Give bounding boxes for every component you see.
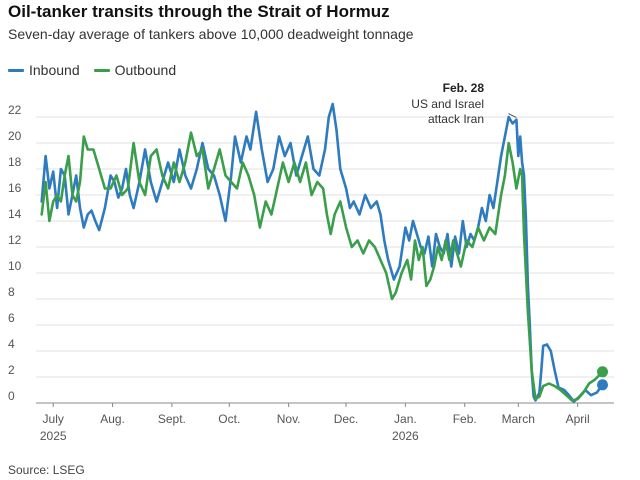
x-tick-label: Nov. bbox=[277, 412, 301, 426]
series-end-dot-inbound bbox=[597, 379, 609, 391]
series-line-outbound bbox=[40, 131, 604, 402]
legend-item-inbound: Inbound bbox=[8, 62, 80, 78]
chart-subtitle: Seven-day average of tankers above 10,00… bbox=[8, 26, 414, 42]
y-tick-label: 6 bbox=[8, 311, 15, 325]
x-tick-label: Aug. bbox=[100, 412, 125, 426]
legend-swatch-inbound bbox=[8, 68, 24, 72]
y-tick-label: 16 bbox=[8, 181, 22, 195]
legend-item-outbound: Outbound bbox=[93, 62, 177, 78]
y-tick-label: 10 bbox=[8, 259, 22, 273]
annotation-text: attack Iran bbox=[428, 112, 484, 126]
y-tick-label: 12 bbox=[8, 233, 22, 247]
x-tick-label: Dec. bbox=[334, 412, 359, 426]
legend: Inbound Outbound bbox=[8, 62, 176, 78]
x-tick-label: March bbox=[502, 412, 535, 426]
y-tick-label: 18 bbox=[8, 155, 22, 169]
chart-title: Oil-tanker transits through the Strait o… bbox=[8, 2, 390, 21]
y-tick-label: 20 bbox=[8, 129, 22, 143]
x-tick-label: Sept. bbox=[158, 412, 186, 426]
legend-swatch-outbound bbox=[93, 68, 110, 72]
x-tick-sublabel: 2026 bbox=[392, 429, 419, 443]
x-tick-label: Oct. bbox=[218, 412, 240, 426]
series-end-dot-outbound bbox=[597, 366, 609, 378]
annotation-leader bbox=[508, 113, 517, 119]
x-tick-label: Jan. bbox=[394, 412, 417, 426]
annotation-text: US and Israel bbox=[411, 97, 484, 111]
y-tick-label: 22 bbox=[8, 103, 22, 117]
y-tick-label: 0 bbox=[8, 389, 15, 403]
series-line-inbound bbox=[40, 102, 604, 403]
x-tick-label: April bbox=[566, 412, 590, 426]
legend-label-inbound: Inbound bbox=[29, 62, 80, 78]
annotation-title: Feb. 28 bbox=[443, 81, 485, 95]
y-tick-label: 2 bbox=[8, 363, 15, 377]
x-tick-sublabel: 2025 bbox=[40, 429, 67, 443]
y-tick-label: 14 bbox=[8, 207, 22, 221]
y-tick-label: 8 bbox=[8, 285, 15, 299]
x-tick-label: Feb. bbox=[453, 412, 477, 426]
y-tick-label: 4 bbox=[8, 337, 15, 351]
legend-label-outbound: Outbound bbox=[114, 62, 177, 78]
source-note: Source: LSEG bbox=[8, 463, 85, 477]
x-tick-label: July bbox=[43, 412, 64, 426]
